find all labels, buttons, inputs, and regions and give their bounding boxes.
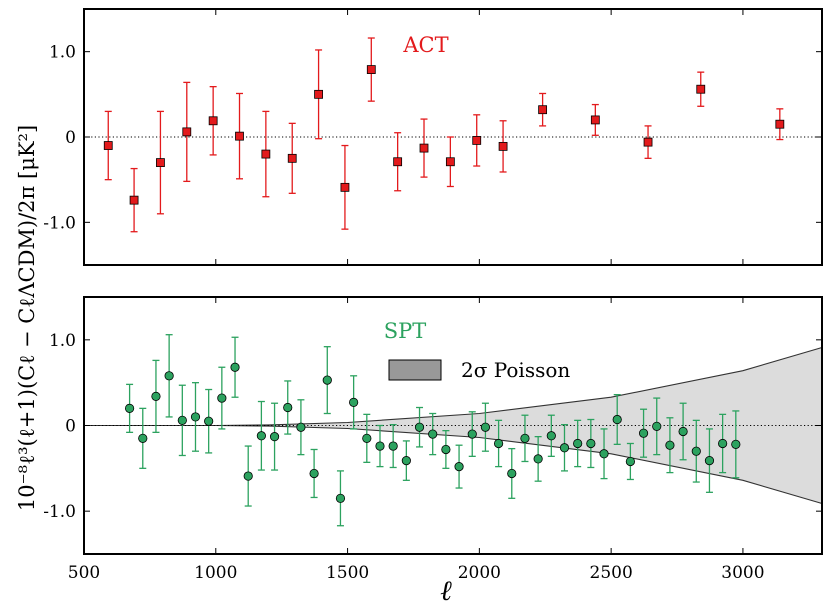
legend-label-poisson: 2σ Poisson: [461, 358, 570, 382]
panel-spt-point-38: [625, 456, 635, 467]
panel-spt-point-40: [652, 421, 662, 431]
panel-spt-point-31: [533, 454, 543, 464]
panel-spt-point-19: [375, 441, 385, 451]
panel-spt-point-20: [388, 441, 398, 451]
panel-spt-point-11: [269, 432, 280, 442]
panel-spt-poisson-band: [84, 347, 822, 504]
panel-spt-point-27: [480, 422, 491, 432]
panel-act-point-1: [129, 195, 139, 205]
panel-spt-point-44: [704, 456, 715, 466]
panel-spt-xtick-label-4: 2500: [590, 563, 633, 583]
panel-spt-xtick-label-1: 1000: [194, 563, 237, 583]
panel-spt-point-14: [309, 468, 319, 479]
panel-spt-point-29: [507, 468, 517, 479]
axes-layer: [83, 8, 823, 555]
panel-spt-point-13: [296, 422, 306, 432]
panel-spt-point-30: [520, 433, 530, 443]
panel-act-ytick-label-0: -1.0: [43, 213, 76, 233]
panel-act-point-7: [287, 153, 297, 163]
panel-spt-point-9: [243, 471, 253, 481]
panel-act-point-19: [696, 84, 706, 94]
panel-spt-ytick-label-0: -1.0: [43, 502, 76, 522]
panel-act-point-11: [393, 157, 403, 167]
panel-act-point-20: [775, 119, 785, 129]
panel-spt-point-39: [638, 428, 649, 438]
panel-act-point-13: [445, 157, 455, 167]
marker-layer: [103, 65, 785, 503]
panel-act-point-10: [366, 65, 376, 74]
panel-spt-point-25: [454, 462, 464, 472]
panel-spt-point-41: [665, 440, 675, 450]
panel-spt-xtick-label-3: 2000: [458, 563, 501, 583]
panel-spt-point-17: [349, 397, 359, 407]
panel-act-point-3: [182, 127, 192, 137]
panel-spt-label: SPT: [384, 319, 427, 343]
panel-spt-point-10: [256, 431, 266, 441]
panel-spt-point-3: [164, 371, 174, 381]
panel-act-point-8: [314, 89, 323, 99]
panel-act-ytick-label-2: 1.0: [49, 43, 76, 63]
legend-swatch-poisson: [388, 359, 442, 381]
panel-spt-point-1: [138, 433, 148, 443]
panel-act-point-16: [538, 105, 548, 115]
panel-spt-point-46: [731, 439, 741, 449]
panel-spt-xtick-label-0: 500: [68, 563, 100, 583]
panel-spt-point-4: [177, 415, 187, 425]
panel-spt-point-15: [322, 375, 332, 385]
x-axis-label: ℓ: [440, 574, 452, 607]
panel-spt-point-2: [151, 391, 161, 401]
panel-act-point-15: [498, 141, 508, 151]
panel-act-point-2: [156, 158, 165, 168]
panel-act-point-14: [472, 136, 482, 145]
panel-spt-point-6: [204, 416, 214, 426]
panel-act-point-0: [103, 141, 113, 150]
panel-spt-point-18: [362, 433, 372, 443]
panel-spt-ytick-label-1: 0: [65, 417, 76, 437]
panel-spt-point-24: [441, 444, 451, 455]
panel-spt-point-12: [283, 402, 293, 413]
panel-spt-point-37: [612, 414, 622, 425]
panel-spt-ytick-label-2: 1.0: [49, 331, 76, 351]
panel-act-point-18: [643, 137, 653, 147]
panel-spt-point-21: [401, 456, 411, 466]
panel-spt-point-26: [467, 429, 477, 439]
panel-spt-point-5: [190, 412, 201, 422]
panel-spt-point-36: [599, 449, 609, 459]
panel-spt-point-42: [678, 426, 688, 437]
panel-spt-xtick-label-2: 1500: [326, 563, 369, 583]
text-layer: -1.0 0 1.0 ACT 2σ Poisson 500 1000 1500 2000 2500…: [43, 33, 764, 583]
panel-spt-point-33: [559, 443, 570, 453]
panel-act-point-9: [340, 182, 350, 192]
panel-act-point-6: [261, 149, 271, 159]
panel-act-point-4: [208, 116, 218, 126]
panel-spt-point-0: [124, 403, 135, 413]
panel-spt-point-8: [230, 362, 240, 372]
panel-spt-point-28: [493, 438, 504, 449]
panel-spt-point-43: [691, 446, 701, 456]
panel-spt-point-22: [414, 422, 425, 432]
panel-spt-point-35: [586, 438, 596, 449]
panel-spt-point-23: [428, 429, 438, 439]
y-axis-label: 10⁻⁸ℓ³(ℓ+1)(Cℓ − CℓΛCDM)/2π [μK²]: [15, 125, 39, 511]
panel-act-point-17: [590, 115, 600, 125]
panel-act-label: ACT: [402, 33, 448, 57]
panel-act-point-5: [235, 131, 244, 141]
panel-spt-xtick-label-5: 3000: [721, 563, 764, 583]
panel-spt-point-45: [718, 438, 728, 449]
panel-spt-point-7: [217, 393, 227, 403]
panel-act-point-12: [419, 143, 429, 153]
panel-act-ytick-label-1: 0: [65, 128, 76, 148]
panel-spt-point-32: [546, 431, 556, 441]
panel-spt-point-34: [573, 438, 583, 449]
panel-spt-point-16: [335, 493, 346, 503]
